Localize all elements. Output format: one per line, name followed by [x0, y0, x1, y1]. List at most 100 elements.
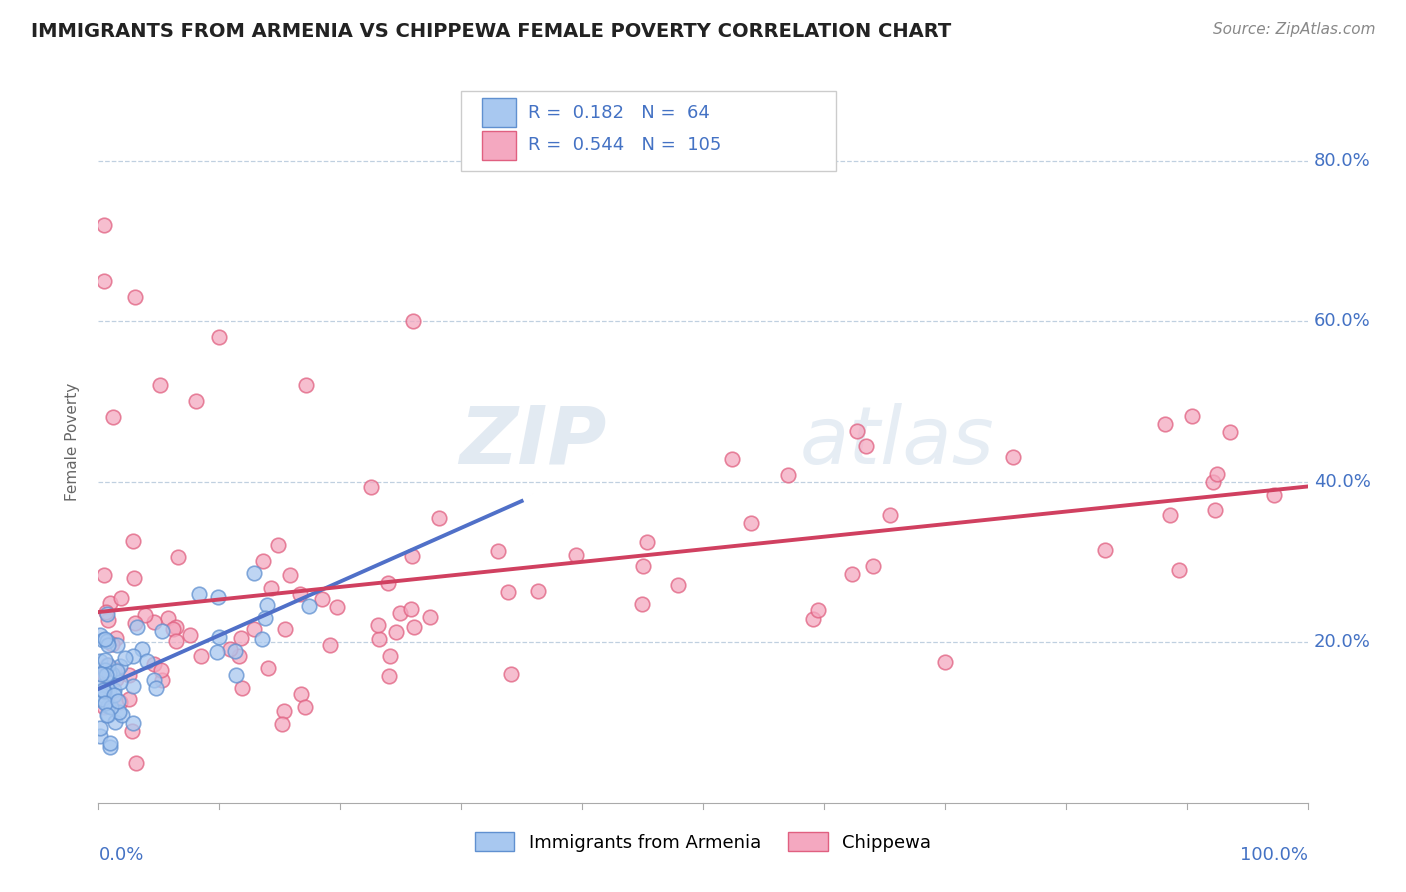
Point: [107, 694, 129, 708]
Point: [156, 611, 179, 625]
Point: [294, 699, 316, 714]
Point: [267, 538, 290, 552]
Point: [110, 591, 132, 605]
Point: [252, 554, 274, 568]
Text: R =  0.182   N =  64: R = 0.182 N = 64: [527, 103, 710, 122]
Text: R =  0.544   N =  105: R = 0.544 N = 105: [527, 136, 721, 154]
Point: [205, 645, 228, 659]
Point: [101, 637, 124, 651]
Text: 40.0%: 40.0%: [1313, 473, 1371, 491]
Legend: Immigrants from Armenia, Chippewa: Immigrants from Armenia, Chippewa: [467, 825, 939, 859]
Y-axis label: Female Poverty: Female Poverty: [65, 383, 80, 500]
Point: [527, 583, 550, 598]
Point: [93, 568, 115, 582]
Point: [1094, 543, 1116, 558]
FancyBboxPatch shape: [482, 98, 516, 128]
Point: [97, 658, 120, 673]
Point: [165, 633, 187, 648]
Point: [496, 585, 519, 599]
Point: [243, 566, 266, 581]
Point: [136, 654, 159, 668]
Point: [105, 672, 128, 686]
Point: [100, 667, 122, 681]
Point: [89, 729, 111, 743]
Point: [93, 700, 115, 714]
Point: [1167, 563, 1189, 577]
Point: [231, 632, 253, 646]
Point: [252, 632, 274, 646]
Point: [179, 628, 201, 642]
Point: [565, 548, 588, 562]
Point: [111, 707, 134, 722]
Point: [142, 657, 165, 672]
Point: [98, 740, 121, 755]
Point: [228, 649, 250, 664]
Point: [380, 649, 402, 664]
FancyBboxPatch shape: [461, 91, 837, 170]
Point: [125, 756, 148, 770]
Point: [934, 655, 956, 669]
Point: [93, 218, 115, 232]
Point: [152, 624, 174, 638]
Point: [96, 683, 118, 698]
Point: [108, 675, 131, 690]
Point: [122, 648, 145, 663]
Point: [98, 673, 121, 687]
Point: [402, 314, 425, 328]
Point: [97, 638, 120, 652]
Point: [740, 516, 762, 530]
Point: [208, 330, 231, 344]
Point: [1001, 450, 1024, 464]
Point: [103, 688, 125, 702]
Point: [94, 632, 117, 646]
Point: [121, 716, 143, 731]
Point: [118, 692, 141, 706]
Point: [131, 642, 153, 657]
Point: [319, 638, 342, 652]
Point: [1219, 425, 1241, 440]
Point: [401, 602, 423, 616]
Point: [419, 610, 441, 624]
Point: [127, 620, 149, 634]
Point: [311, 592, 333, 607]
Point: [89, 721, 111, 735]
Point: [149, 663, 172, 677]
Point: [93, 683, 115, 698]
Point: [208, 631, 231, 645]
Point: [89, 690, 111, 704]
Point: [1153, 417, 1175, 431]
Point: [94, 690, 117, 705]
Point: [103, 662, 125, 676]
Point: [122, 679, 145, 693]
Point: [297, 599, 319, 613]
Point: [184, 394, 207, 409]
Point: [94, 696, 117, 710]
Point: [260, 582, 283, 596]
Point: [104, 632, 127, 646]
Point: [124, 616, 146, 631]
Point: [122, 571, 145, 585]
Point: [368, 632, 391, 646]
Point: [401, 549, 423, 564]
Point: [1202, 475, 1225, 489]
Point: [486, 544, 509, 558]
Point: [150, 673, 173, 687]
Point: [288, 587, 311, 601]
Text: Source: ZipAtlas.com: Source: ZipAtlas.com: [1212, 22, 1375, 37]
Point: [801, 611, 824, 625]
Point: [104, 715, 127, 730]
Point: [631, 559, 654, 574]
Point: [776, 467, 799, 482]
Point: [134, 608, 156, 623]
Point: [96, 657, 118, 672]
Point: [91, 688, 114, 702]
Point: [108, 695, 131, 709]
Point: [97, 708, 120, 723]
Point: [98, 596, 121, 610]
Point: [143, 615, 166, 629]
Point: [93, 653, 115, 667]
Point: [841, 567, 863, 582]
Point: [97, 698, 120, 713]
Point: [96, 607, 118, 622]
Text: IMMIGRANTS FROM ARMENIA VS CHIPPEWA FEMALE POVERTY CORRELATION CHART: IMMIGRANTS FROM ARMENIA VS CHIPPEWA FEMA…: [31, 22, 952, 41]
